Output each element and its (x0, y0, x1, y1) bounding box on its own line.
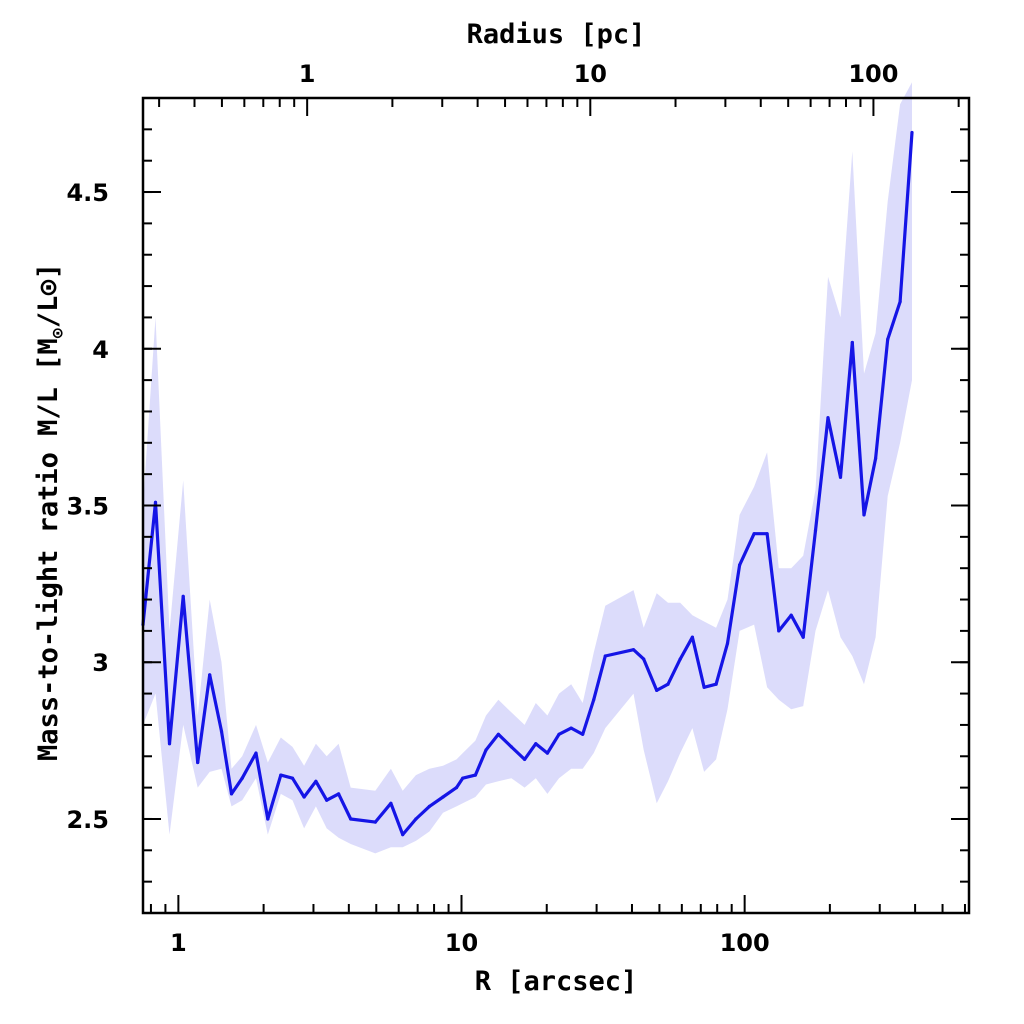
data-point (789, 613, 793, 617)
ml-series-layer (141, 130, 914, 837)
data-point (401, 833, 405, 837)
data-point (569, 726, 573, 730)
data-point (910, 130, 914, 135)
data-point (389, 801, 393, 805)
uncertainty-band (143, 82, 912, 854)
data-point (441, 795, 445, 799)
data-point (181, 594, 185, 599)
data-point (725, 641, 730, 646)
data-point (373, 820, 377, 824)
y-tick-label: 2.5 (66, 806, 109, 834)
data-point (631, 648, 636, 652)
data-point (484, 748, 488, 752)
data-point (473, 773, 477, 777)
data-point (850, 340, 854, 345)
data-point (279, 773, 283, 777)
data-point (325, 798, 329, 802)
data-point (581, 732, 585, 736)
data-point (898, 300, 902, 304)
data-point (534, 742, 538, 746)
data-point (886, 337, 890, 341)
data-point (666, 682, 670, 686)
y-axis-title-main: Mass-to-light ratio M/L [M (33, 338, 64, 761)
data-point (826, 416, 830, 420)
y-tick-label: 4.5 (66, 179, 109, 207)
data-point (414, 817, 418, 821)
data-point (642, 657, 646, 661)
x-tick-label: 100 (720, 929, 770, 957)
data-point (738, 563, 742, 567)
data-point (240, 776, 244, 780)
data-point (254, 751, 258, 755)
data-point (592, 698, 596, 702)
data-point (838, 475, 843, 479)
top-x-tick-label: 1 (299, 60, 316, 88)
data-point (813, 529, 818, 533)
data-point (229, 792, 234, 796)
data-point (874, 456, 878, 461)
data-point (801, 635, 805, 639)
y-axis-title-tail: /L⊙] (33, 263, 64, 328)
data-point (777, 629, 781, 633)
tick-label-layer: 1 10 100 1 10 100 2.5 3 3.5 4 4.5 (66, 60, 898, 957)
data-point (545, 751, 550, 755)
data-point (678, 657, 682, 661)
ml-series-line (141, 132, 914, 837)
uncertainty-band-layer (143, 82, 912, 854)
data-point (862, 513, 866, 517)
x-tick-label: 10 (445, 929, 478, 957)
data-point (461, 776, 465, 780)
data-point (702, 685, 706, 689)
y-tick-label: 3.5 (66, 493, 109, 521)
y-axis-title-subscript: ⊙ (48, 327, 68, 338)
data-point (266, 817, 270, 821)
data-point (290, 776, 295, 780)
data-point (349, 817, 353, 821)
y-tick-label: 3 (92, 649, 109, 677)
data-point (167, 742, 172, 746)
data-point (427, 804, 431, 809)
data-point (690, 635, 695, 639)
data-point (603, 654, 607, 658)
data-point (655, 688, 659, 693)
data-point (714, 682, 718, 686)
data-point (302, 795, 306, 799)
top-x-tick-label: 10 (574, 60, 607, 88)
top-axis-title: Radius [pc] (467, 19, 646, 50)
y-tick-label: 4 (92, 336, 109, 364)
data-point (557, 732, 561, 736)
data-point (454, 786, 459, 790)
data-point (208, 673, 212, 677)
data-point (523, 757, 527, 762)
x-axis-title: R [arcsec] (475, 966, 638, 997)
data-point (752, 532, 756, 536)
data-point (496, 732, 500, 736)
data-point (765, 532, 769, 536)
data-point (509, 745, 513, 749)
top-x-tick-label: 100 (848, 60, 898, 88)
data-point (196, 760, 200, 765)
tick-layer (143, 98, 969, 913)
y-axis-title: Mass-to-light ratio M/L [M⊙/L⊙] (33, 263, 68, 761)
data-point (337, 792, 341, 796)
data-point (314, 779, 318, 783)
x-tick-label: 1 (170, 929, 187, 957)
data-point (219, 729, 224, 733)
data-point (153, 500, 158, 504)
